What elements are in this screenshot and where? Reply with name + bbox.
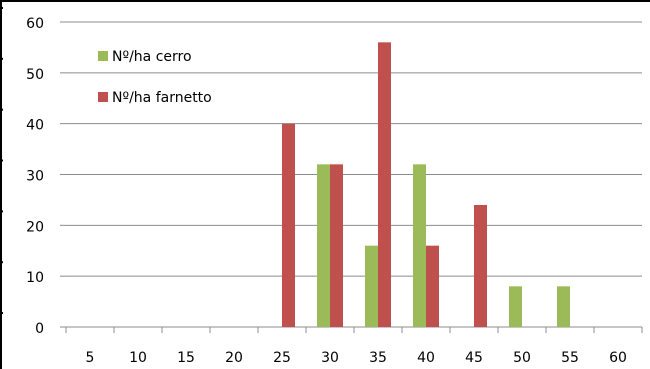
y-tick-label: 10: [26, 270, 44, 286]
x-tick-label: 60: [609, 350, 627, 366]
y-tick-labels: 0 10 20 30 40 50 60: [26, 16, 44, 337]
bar-cerro-40: [413, 164, 426, 327]
x-tick-label: 55: [561, 350, 579, 366]
x-tick-label: 20: [225, 350, 243, 366]
x-tick-label: 35: [369, 350, 387, 366]
y-tick-label: 60: [26, 16, 44, 32]
y-tick-label: 40: [26, 118, 44, 134]
y-tick-label: 0: [35, 321, 44, 337]
bar-farnetto-45: [474, 205, 487, 327]
x-tick-label: 50: [513, 350, 531, 366]
x-tick-label: 45: [465, 350, 483, 366]
y-tick-label: 50: [26, 67, 44, 83]
bar-farnetto-35: [378, 42, 391, 327]
x-tick-label: 5: [86, 350, 95, 366]
legend-label-cerro: Nº/ha cerro: [112, 49, 192, 65]
legend: Nº/ha cerro Nº/ha farnetto: [98, 49, 212, 106]
bar-cerro-55: [557, 286, 570, 327]
legend-swatch-farnetto: [98, 92, 108, 102]
y-tick-label: 20: [26, 219, 44, 235]
x-tick-label: 10: [129, 350, 147, 366]
legend-label-farnetto: Nº/ha farnetto: [112, 90, 212, 106]
axis: [65, 326, 643, 333]
bar-cerro-30: [317, 164, 330, 327]
x-tick-label: 30: [321, 350, 339, 366]
x-tick-label: 40: [417, 350, 435, 366]
x-tick-labels: 5 10 15 20 25 30 35 40 45 50 55 60: [86, 350, 627, 366]
bar-cerro-50: [509, 286, 522, 327]
bar-farnetto-40: [426, 245, 439, 327]
bar-series: [282, 42, 570, 328]
bar-cerro-35: [365, 245, 378, 327]
y-tick-label: 30: [26, 169, 44, 185]
legend-swatch-cerro: [98, 51, 108, 61]
grid-lines: [0, 7, 642, 328]
x-tick-label: 15: [177, 350, 195, 366]
bar-farnetto-25: [282, 123, 295, 328]
x-tick-label: 25: [273, 350, 291, 366]
bar-farnetto-30: [330, 164, 343, 327]
